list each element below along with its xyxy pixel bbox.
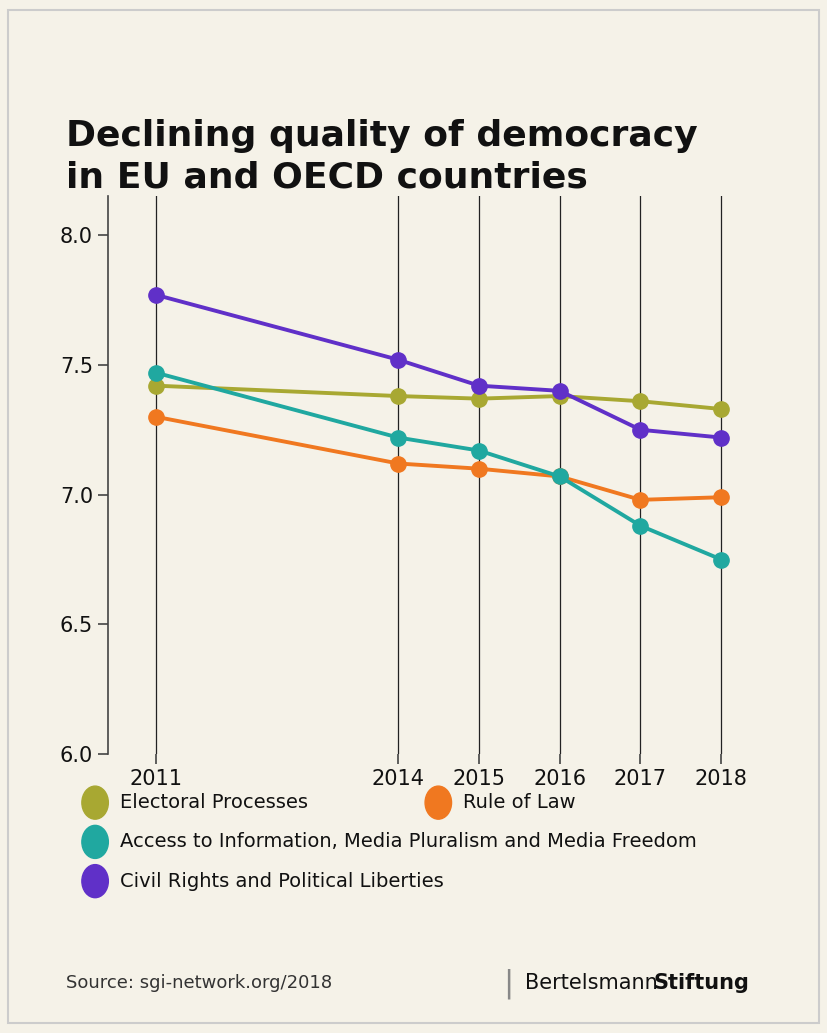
Text: Access to Information, Media Pluralism and Media Freedom: Access to Information, Media Pluralism a… — [120, 833, 696, 851]
Text: Bertelsmann: Bertelsmann — [525, 973, 658, 994]
Text: Electoral Processes: Electoral Processes — [120, 793, 308, 812]
Text: Declining quality of democracy: Declining quality of democracy — [66, 119, 698, 153]
Text: in EU and OECD countries: in EU and OECD countries — [66, 160, 588, 194]
Text: Civil Rights and Political Liberties: Civil Rights and Political Liberties — [120, 872, 443, 890]
Text: |: | — [504, 968, 514, 999]
Text: BertelsmannStiftung: BertelsmannStiftung — [525, 973, 740, 994]
Text: Rule of Law: Rule of Law — [463, 793, 576, 812]
Text: Stiftung: Stiftung — [653, 973, 749, 994]
Text: Source: sgi-network.org/2018: Source: sgi-network.org/2018 — [66, 974, 332, 993]
